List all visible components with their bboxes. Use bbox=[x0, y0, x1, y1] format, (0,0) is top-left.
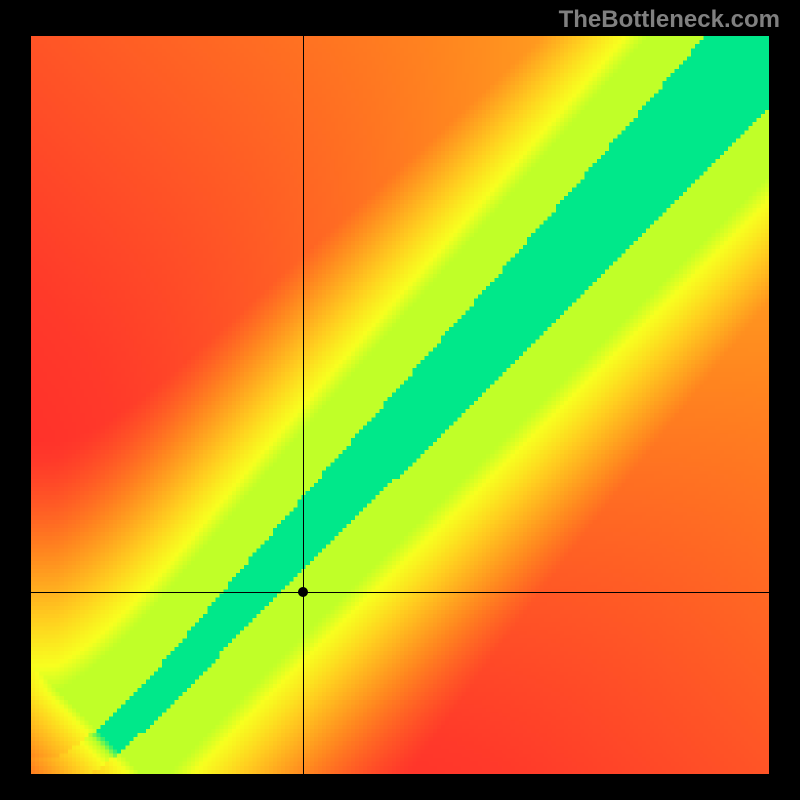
chart-root: TheBottleneck.com bbox=[0, 0, 800, 800]
crosshair-vertical bbox=[303, 36, 304, 774]
selection-marker bbox=[298, 587, 308, 597]
watermark-text: TheBottleneck.com bbox=[559, 6, 780, 34]
plot-area bbox=[31, 36, 769, 774]
bottleneck-heatmap bbox=[31, 36, 769, 774]
crosshair-horizontal bbox=[31, 592, 769, 593]
